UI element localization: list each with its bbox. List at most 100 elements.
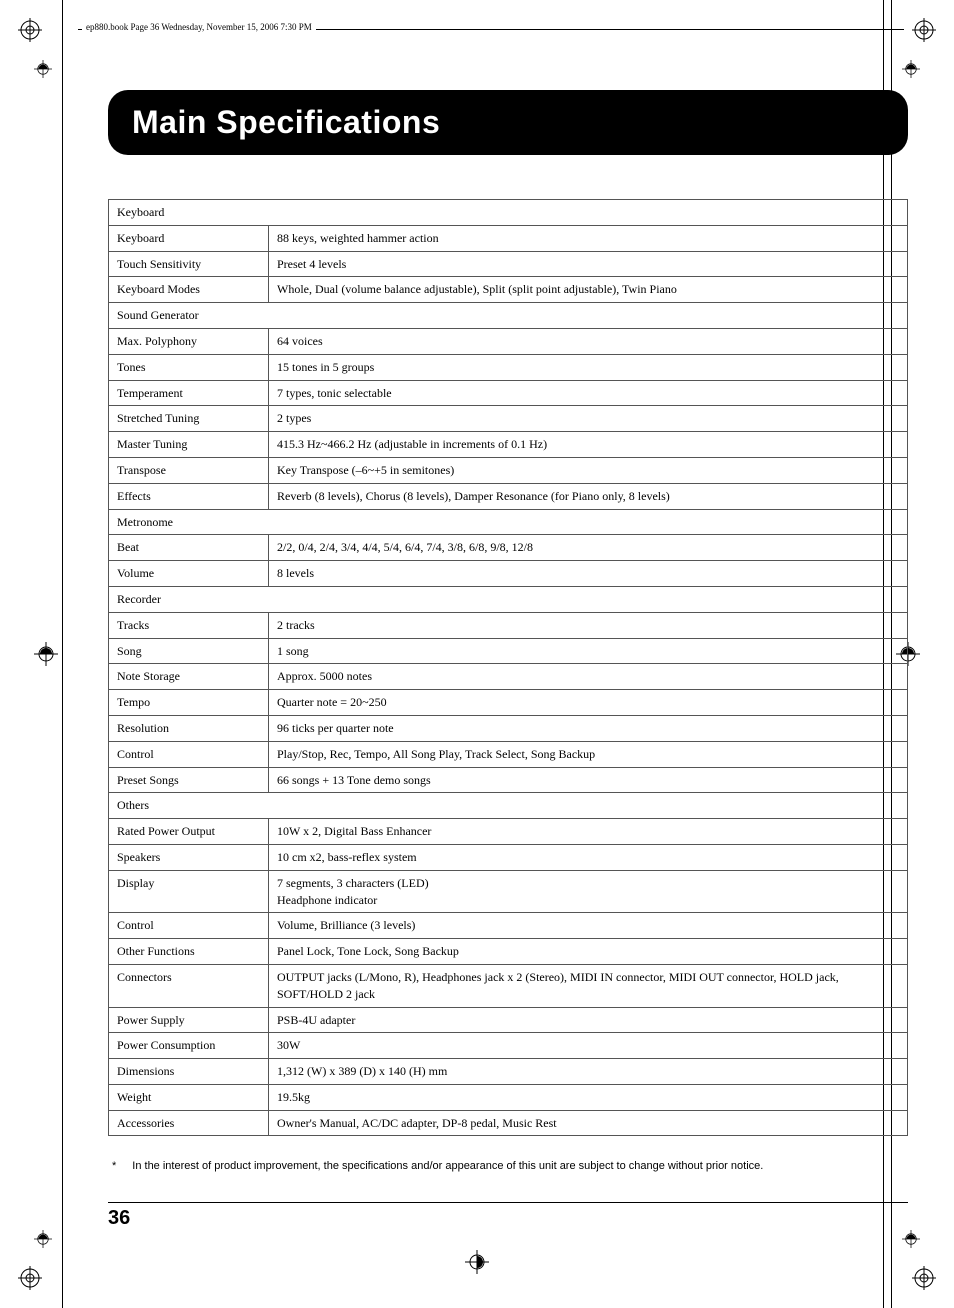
footnote-star: * (112, 1160, 116, 1172)
spec-value: 2 types (269, 406, 908, 432)
section-header-cell: Recorder (109, 586, 908, 612)
spec-label: Accessories (109, 1110, 269, 1136)
table-row: TransposeKey Transpose (–6~+5 in semiton… (109, 457, 908, 483)
table-row: Power Consumption30W (109, 1033, 908, 1059)
print-mark-bl2 (34, 1230, 52, 1248)
table-section-header: Keyboard (109, 200, 908, 226)
spec-value: 96 ticks per quarter note (269, 715, 908, 741)
table-row: TempoQuarter note = 20~250 (109, 690, 908, 716)
footnote-text: In the interest of product improvement, … (132, 1160, 763, 1172)
spec-value: Approx. 5000 notes (269, 664, 908, 690)
spec-label: Note Storage (109, 664, 269, 690)
spec-value: 2 tracks (269, 612, 908, 638)
print-mark-tl (18, 18, 42, 42)
table-section-header: Metronome (109, 509, 908, 535)
table-row: Touch SensitivityPreset 4 levels (109, 251, 908, 277)
spec-value: 1,312 (W) x 389 (D) x 140 (H) mm (269, 1059, 908, 1085)
table-section-header: Others (109, 793, 908, 819)
table-row: Tones15 tones in 5 groups (109, 354, 908, 380)
table-row: Rated Power Output10W x 2, Digital Bass … (109, 819, 908, 845)
spec-label: Connectors (109, 964, 269, 1007)
table-section-header: Sound Generator (109, 303, 908, 329)
spec-value: Reverb (8 levels), Chorus (8 levels), Da… (269, 483, 908, 509)
spec-value: 1 song (269, 638, 908, 664)
spec-label: Tones (109, 354, 269, 380)
section-header-cell: Metronome (109, 509, 908, 535)
spec-value: 8 levels (269, 561, 908, 587)
print-mark-br2 (902, 1230, 920, 1248)
spec-label: Speakers (109, 844, 269, 870)
spec-label: Transpose (109, 457, 269, 483)
spec-value: Key Transpose (–6~+5 in semitones) (269, 457, 908, 483)
spec-value: 10W x 2, Digital Bass Enhancer (269, 819, 908, 845)
spec-value: Whole, Dual (volume balance adjustable),… (269, 277, 908, 303)
spec-value: 415.3 Hz~466.2 Hz (adjustable in increme… (269, 432, 908, 458)
section-header-cell: Keyboard (109, 200, 908, 226)
table-row: Master Tuning415.3 Hz~466.2 Hz (adjustab… (109, 432, 908, 458)
table-row: EffectsReverb (8 levels), Chorus (8 leve… (109, 483, 908, 509)
table-row: Power SupplyPSB-4U adapter (109, 1007, 908, 1033)
spec-label: Touch Sensitivity (109, 251, 269, 277)
spec-value: 2/2, 0/4, 2/4, 3/4, 4/4, 5/4, 6/4, 7/4, … (269, 535, 908, 561)
table-row: Resolution96 ticks per quarter note (109, 715, 908, 741)
table-row: ConnectorsOUTPUT jacks (L/Mono, R), Head… (109, 964, 908, 1007)
table-row: Beat2/2, 0/4, 2/4, 3/4, 4/4, 5/4, 6/4, 7… (109, 535, 908, 561)
spec-label: Volume (109, 561, 269, 587)
spec-label: Power Supply (109, 1007, 269, 1033)
spec-value: 7 segments, 3 characters (LED)Headphone … (269, 870, 908, 913)
spec-value: 30W (269, 1033, 908, 1059)
table-row: Dimensions1,312 (W) x 389 (D) x 140 (H) … (109, 1059, 908, 1085)
section-header-cell: Others (109, 793, 908, 819)
spec-value: 64 voices (269, 328, 908, 354)
spec-value: Owner's Manual, AC/DC adapter, DP-8 peda… (269, 1110, 908, 1136)
print-mark-br (912, 1266, 936, 1290)
spec-value: 15 tones in 5 groups (269, 354, 908, 380)
page-number: 36 (108, 1207, 130, 1229)
page-title: Main Specifications (132, 104, 884, 141)
spec-value: PSB-4U adapter (269, 1007, 908, 1033)
spec-label: Song (109, 638, 269, 664)
table-row: Weight19.5kg (109, 1084, 908, 1110)
table-row: Display7 segments, 3 characters (LED)Hea… (109, 870, 908, 913)
print-mark-ml (34, 642, 58, 666)
spec-value: 10 cm x2, bass-reflex system (269, 844, 908, 870)
table-row: Song1 song (109, 638, 908, 664)
spec-label: Power Consumption (109, 1033, 269, 1059)
spec-label: Weight (109, 1084, 269, 1110)
table-row: Temperament7 types, tonic selectable (109, 380, 908, 406)
spec-label: Control (109, 741, 269, 767)
header-meta: ep880.book Page 36 Wednesday, November 1… (82, 22, 316, 32)
print-mark-mb (465, 1250, 489, 1274)
spec-value: 19.5kg (269, 1084, 908, 1110)
spec-label: Preset Songs (109, 767, 269, 793)
spec-value: Play/Stop, Rec, Tempo, All Song Play, Tr… (269, 741, 908, 767)
print-mark-tl2 (34, 60, 52, 78)
print-mark-bl (18, 1266, 42, 1290)
table-row: AccessoriesOwner's Manual, AC/DC adapter… (109, 1110, 908, 1136)
spec-label: Beat (109, 535, 269, 561)
spec-table: KeyboardKeyboard88 keys, weighted hammer… (108, 199, 908, 1136)
spec-label: Display (109, 870, 269, 913)
spec-label: Tempo (109, 690, 269, 716)
table-row: Preset Songs66 songs + 13 Tone demo song… (109, 767, 908, 793)
table-row: Speakers10 cm x2, bass-reflex system (109, 844, 908, 870)
spec-value: 7 types, tonic selectable (269, 380, 908, 406)
table-row: Note StorageApprox. 5000 notes (109, 664, 908, 690)
table-row: ControlVolume, Brilliance (3 levels) (109, 913, 908, 939)
spec-label: Max. Polyphony (109, 328, 269, 354)
table-row: Keyboard88 keys, weighted hammer action (109, 225, 908, 251)
spec-value: 88 keys, weighted hammer action (269, 225, 908, 251)
footnote: * In the interest of product improvement… (108, 1160, 908, 1172)
spec-label: Rated Power Output (109, 819, 269, 845)
spec-value: OUTPUT jacks (L/Mono, R), Headphones jac… (269, 964, 908, 1007)
spec-label: Control (109, 913, 269, 939)
page-footer: 36 (108, 1202, 908, 1230)
crop-rule-vl (62, 0, 63, 1308)
table-row: Volume8 levels (109, 561, 908, 587)
spec-label: Resolution (109, 715, 269, 741)
spec-label: Keyboard (109, 225, 269, 251)
table-row: Tracks2 tracks (109, 612, 908, 638)
table-section-header: Recorder (109, 586, 908, 612)
table-row: Stretched Tuning2 types (109, 406, 908, 432)
spec-label: Stretched Tuning (109, 406, 269, 432)
